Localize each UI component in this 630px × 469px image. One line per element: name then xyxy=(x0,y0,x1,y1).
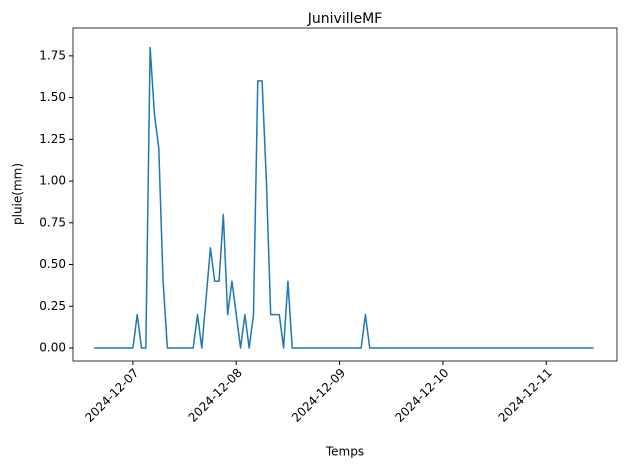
y-tick-label: 1.75 xyxy=(39,48,66,62)
y-tick-label: 0.25 xyxy=(39,299,66,313)
x-tick-label: 2024-12-09 xyxy=(289,366,348,425)
line xyxy=(94,46,594,349)
y-axis-label: pluie(mm) xyxy=(11,163,25,225)
x-tick-label: 2024-12-08 xyxy=(186,366,245,425)
y-tick-label: 1.25 xyxy=(39,132,66,146)
y-tick-label: 1.00 xyxy=(39,174,66,188)
y-tick-label: 1.50 xyxy=(39,90,66,104)
x-tick-label: 2024-12-11 xyxy=(496,366,555,425)
y-tick-label: 0.75 xyxy=(39,215,66,229)
plot-frame xyxy=(72,27,618,362)
x-axis-label: Temps xyxy=(325,445,364,459)
chart-title: JunivilleMF xyxy=(307,11,382,27)
x-tick-label: 2024-12-07 xyxy=(82,366,141,425)
y-tick-label: 0.50 xyxy=(39,257,66,271)
y-tick-label: 0.00 xyxy=(39,340,66,354)
x-tick-label: 2024-12-10 xyxy=(392,366,451,425)
